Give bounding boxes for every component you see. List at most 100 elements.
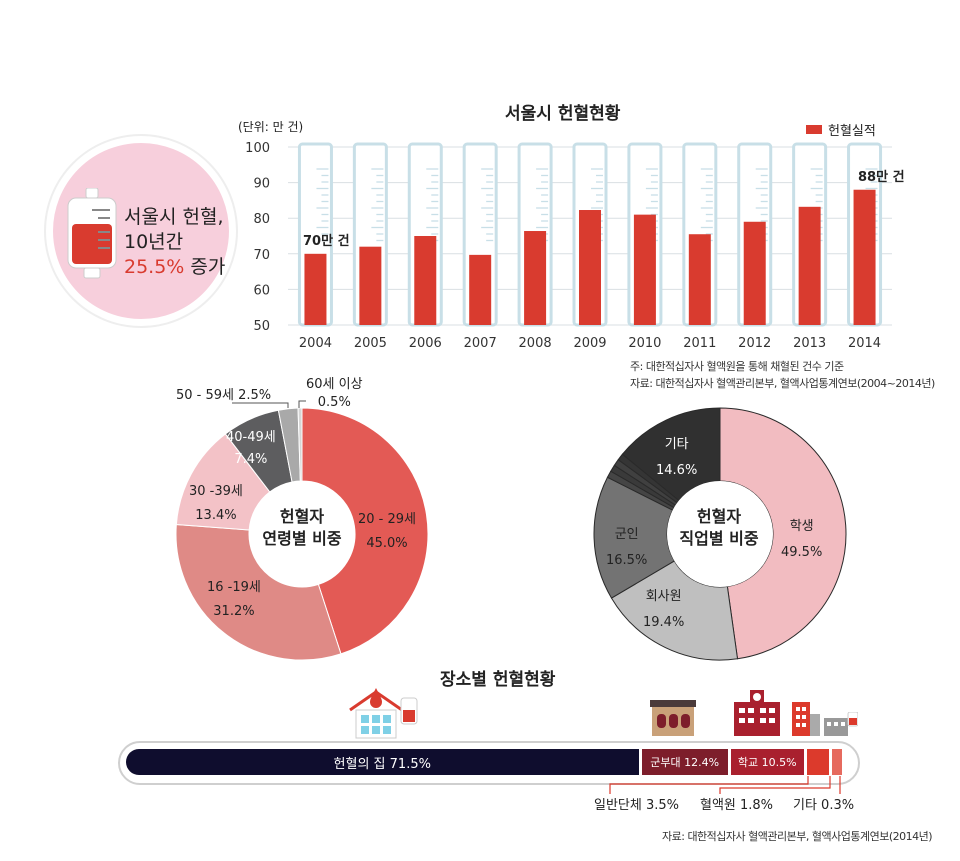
- note-1: 주: 대한적십자사 혈액원을 통해 채혈된 건수 기준: [630, 360, 844, 373]
- job-center-line2: 직업별 비중: [679, 529, 759, 548]
- barracks-icon: [650, 700, 696, 736]
- badge-line3: 25.5% 증가: [124, 255, 225, 280]
- leader-line: [298, 400, 306, 408]
- annotation-2014: 88만 건: [858, 170, 905, 185]
- company-icon: [792, 702, 820, 736]
- annotation-2004: 70만 건: [303, 234, 350, 249]
- location-segment: 학교 10.5%: [730, 749, 804, 775]
- badge-pct: 25.5%: [124, 256, 185, 278]
- seg-label-general: 일반단체 3.5%: [594, 798, 679, 813]
- age-1619-label: 16 -19세: [207, 580, 261, 595]
- y-tick-label: 50: [253, 319, 270, 334]
- location-segment-label: 헌혈의 집 71.5%: [333, 756, 431, 772]
- leader-line: [232, 402, 289, 408]
- bar: [633, 214, 656, 325]
- badge-suffix: 증가: [184, 256, 226, 278]
- location-segment: [806, 749, 829, 775]
- job-center-line1: 헌혈자: [696, 507, 742, 526]
- y-tick-label: 60: [253, 283, 270, 298]
- job-label-soldier: 군인 16.5%: [606, 522, 647, 574]
- job-other-label: 기타: [664, 437, 689, 452]
- age-donut-center: 헌혈자 연령별 비중: [247, 506, 357, 550]
- legend: 헌혈실적: [806, 120, 876, 139]
- seg-label-other: 기타 0.3%: [793, 798, 855, 813]
- bar: [359, 246, 382, 325]
- age-60-value: 0.5%: [317, 395, 351, 410]
- donut-hole: [667, 481, 773, 587]
- age-4049-label: 40-49세: [226, 430, 276, 445]
- job-donut-center: 헌혈자 직업별 비중: [664, 506, 774, 550]
- note-2: 자료: 대한적십자사 혈액관리본부, 혈액사업통계연보(2004~2014년): [630, 377, 935, 390]
- badge-text: 서울시 헌혈, 10년간 25.5% 증가: [124, 205, 225, 280]
- age-4049-value: 7.4%: [234, 452, 268, 467]
- job-other-value: 14.6%: [656, 463, 698, 478]
- donut-charts: [175, 400, 847, 661]
- job-soldier-label: 군인: [614, 527, 639, 542]
- job-office-value: 19.4%: [643, 615, 685, 630]
- bar: [304, 253, 327, 325]
- age-1619-value: 31.2%: [213, 604, 255, 619]
- job-label-office: 회사원 19.4%: [643, 584, 684, 636]
- age-label-2029: 20 - 29세 45.0%: [358, 508, 416, 556]
- x-tick-label: 2010: [628, 336, 661, 351]
- location-segment: 헌혈의 집 71.5%: [126, 749, 639, 775]
- legend-label: 헌혈실적: [828, 124, 876, 139]
- location-segment: 군부대 12.4%: [641, 749, 728, 775]
- age-60-label: 60세 이상: [306, 377, 363, 392]
- age-2029-label: 20 - 29세: [358, 512, 416, 527]
- bar: [579, 210, 601, 325]
- x-tick-label: 2009: [573, 336, 606, 351]
- job-student-value: 49.5%: [781, 545, 823, 560]
- location-segment-label: 학교 10.5%: [737, 756, 797, 769]
- seg-label-bloodcenter: 혈액원 1.8%: [700, 798, 774, 813]
- bar: [469, 254, 492, 325]
- blood-bag-icon: [67, 188, 117, 279]
- age-label-1619: 16 -19세 31.2%: [207, 576, 261, 624]
- source-note: 자료: 대한적십자사 혈액관리본부, 혈액사업통계연보(2014년): [662, 830, 933, 843]
- y-tick-label: 70: [253, 248, 270, 263]
- age-2029-value: 45.0%: [366, 536, 408, 551]
- location-bar: 헌혈의 집 71.5% 군부대 12.4% 학교 10.5%: [126, 749, 847, 775]
- callout-lines: [609, 776, 841, 794]
- x-tick-label: 2012: [738, 336, 771, 351]
- job-label-student: 학생 49.5%: [781, 514, 822, 566]
- y-tick-label: 90: [253, 177, 270, 192]
- location-segment: [831, 749, 842, 775]
- unit-label: (단위: 만 건): [238, 120, 304, 134]
- donut-hole: [249, 481, 355, 587]
- bar-chart-title: 서울시 헌혈현황: [505, 104, 621, 124]
- blood-center-icon: [824, 712, 858, 736]
- x-tick-label: 2013: [793, 336, 826, 351]
- x-tick-label: 2008: [519, 336, 552, 351]
- y-tick-label: 80: [253, 212, 270, 227]
- job-label-other: 기타 14.6%: [656, 432, 697, 484]
- legend-swatch: [806, 125, 822, 134]
- job-soldier-value: 16.5%: [606, 553, 648, 568]
- x-tick-label: 2004: [299, 336, 332, 351]
- bar: [798, 206, 821, 325]
- job-student-label: 학생: [789, 519, 814, 534]
- age-center-line1: 헌혈자: [279, 507, 325, 526]
- bar: [524, 231, 547, 325]
- age-center-line2: 연령별 비중: [262, 529, 342, 548]
- bar: [853, 189, 876, 325]
- bar: [414, 236, 437, 325]
- x-tick-label: 2007: [464, 336, 497, 351]
- location-title: 장소별 헌혈현황: [440, 670, 556, 690]
- bar: [688, 234, 711, 325]
- age-3039-label: 30 -39세: [189, 484, 243, 499]
- school-icon: [734, 690, 780, 736]
- badge-line2: 10년간: [124, 231, 184, 253]
- age-3039-value: 13.4%: [195, 508, 237, 523]
- location-segment-label: 군부대 12.4%: [650, 756, 720, 769]
- age-label-60plus: 60세 이상 0.5%: [306, 376, 363, 412]
- bar: [743, 221, 766, 325]
- age-label-4049: 40-49세 7.4%: [226, 427, 276, 471]
- y-tick-label: 100: [245, 141, 270, 156]
- x-tick-label: 2014: [848, 336, 881, 351]
- blood-house-icon: [349, 688, 418, 739]
- age-label-5059: 50 - 59세 2.5%: [176, 388, 272, 403]
- x-tick-label: 2005: [354, 336, 387, 351]
- badge-line1: 서울시 헌혈,: [124, 206, 224, 228]
- x-tick-label: 2006: [409, 336, 442, 351]
